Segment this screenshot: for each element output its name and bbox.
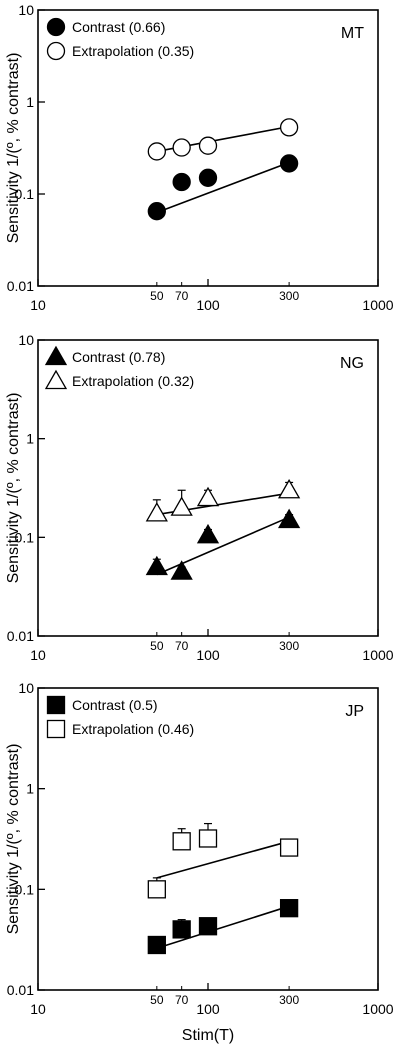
series-contrast <box>147 899 299 955</box>
panel-jp: 0.01 0.1 1 10 10 100 1000 50 70 300 Sensitivity 1/… <box>5 680 394 1044</box>
x-minor-tick-label: 70 <box>175 639 189 653</box>
data-point <box>170 560 193 580</box>
legend-marker <box>44 345 68 366</box>
x-tick-label: 10 <box>30 1001 46 1017</box>
fit-line <box>156 905 290 949</box>
legend-label: Extrapolation (0.32) <box>72 373 194 389</box>
y-axis-label: Sensitivity 1/(º, % contrast) <box>5 393 22 584</box>
y-tick-label: 1 <box>26 431 34 447</box>
data-point <box>279 154 299 173</box>
x-tick-label: 1000 <box>362 297 393 313</box>
legend-marker <box>46 41 66 61</box>
x-minor-tick-label: 70 <box>175 289 189 303</box>
x-axis-label: Stim(T) <box>182 1027 234 1044</box>
data-point <box>277 508 301 529</box>
legend-label: Extrapolation (0.46) <box>72 721 194 737</box>
x-minor-tick-label: 70 <box>175 993 189 1007</box>
panel-mt: 0.01 0.1 1 10 10 100 1000 50 70 300 Sensitivity 1/… <box>5 2 394 313</box>
y-tick-label: 10 <box>18 2 34 18</box>
legend-label: Contrast (0.78) <box>72 349 165 365</box>
x-minor-tick-label: 50 <box>150 993 164 1007</box>
y-tick-label: 10 <box>18 680 34 696</box>
x-tick-label: 10 <box>30 647 46 663</box>
series-extrapolation <box>147 822 299 899</box>
legend-marker <box>46 17 66 37</box>
y-tick-label: 0.1 <box>15 186 35 202</box>
y-tick-label: 0.1 <box>15 529 35 545</box>
panel-ng: 0.01 0.1 1 10 10 100 1000 50 70 300 Sensitivity 1/… <box>5 332 394 663</box>
panel-label: MT <box>341 25 364 42</box>
legend-marker <box>46 695 66 715</box>
fit-line <box>156 840 290 879</box>
legend-marker <box>44 369 68 390</box>
fit-line <box>156 516 290 576</box>
x-tick-label: 100 <box>196 647 220 663</box>
data-point <box>147 935 166 955</box>
x-minor-tick-label: 50 <box>150 639 164 653</box>
data-point <box>277 478 301 499</box>
data-point <box>172 138 191 157</box>
x-tick-label: 1000 <box>362 647 393 663</box>
y-axis-label: Sensitivity 1/(º, % contrast) <box>5 53 22 244</box>
x-minor-tick-label: 300 <box>279 639 299 653</box>
y-axis-label: Sensitivity 1/(º, % contrast) <box>5 744 22 935</box>
data-point <box>196 486 220 507</box>
data-point <box>170 496 193 516</box>
x-minor-tick-label: 300 <box>279 289 299 303</box>
panel-label: NG <box>340 355 364 372</box>
y-tick-label: 0.01 <box>7 982 34 998</box>
fit-line <box>156 161 290 214</box>
data-point <box>147 880 166 899</box>
y-tick-label: 1 <box>26 94 34 110</box>
data-point <box>279 838 299 857</box>
data-point <box>172 832 191 851</box>
legend-marker <box>46 719 66 739</box>
data-point <box>198 917 218 936</box>
series-contrast <box>147 154 299 221</box>
x-tick-label: 100 <box>196 297 220 313</box>
x-minor-tick-label: 300 <box>279 993 299 1007</box>
y-tick-label: 1 <box>26 781 34 797</box>
data-point <box>145 502 168 522</box>
data-point <box>147 202 166 221</box>
legend-label: Contrast (0.66) <box>72 19 165 35</box>
data-point <box>172 172 191 192</box>
x-tick-label: 10 <box>30 297 46 313</box>
legend-label: Extrapolation (0.35) <box>72 43 194 59</box>
x-tick-label: 1000 <box>362 1001 393 1017</box>
data-point <box>279 118 299 137</box>
x-tick-label: 100 <box>196 1001 220 1017</box>
data-point <box>172 920 191 939</box>
panel-label: JP <box>345 703 364 720</box>
data-point <box>196 523 220 544</box>
series-extrapolation <box>147 118 299 161</box>
y-tick-label: 0.01 <box>7 278 34 294</box>
y-tick-label: 10 <box>18 332 34 348</box>
data-point <box>198 168 218 187</box>
legend-label: Contrast (0.5) <box>72 697 158 713</box>
data-point <box>198 829 218 848</box>
y-tick-label: 0.01 <box>7 628 34 644</box>
data-point <box>145 555 168 576</box>
y-tick-label: 0.1 <box>15 881 35 897</box>
data-point <box>279 899 299 918</box>
series-extrapolation <box>145 478 301 522</box>
x-minor-tick-label: 50 <box>150 289 164 303</box>
data-point <box>198 136 218 155</box>
data-point <box>147 142 166 161</box>
series-contrast <box>145 508 301 580</box>
